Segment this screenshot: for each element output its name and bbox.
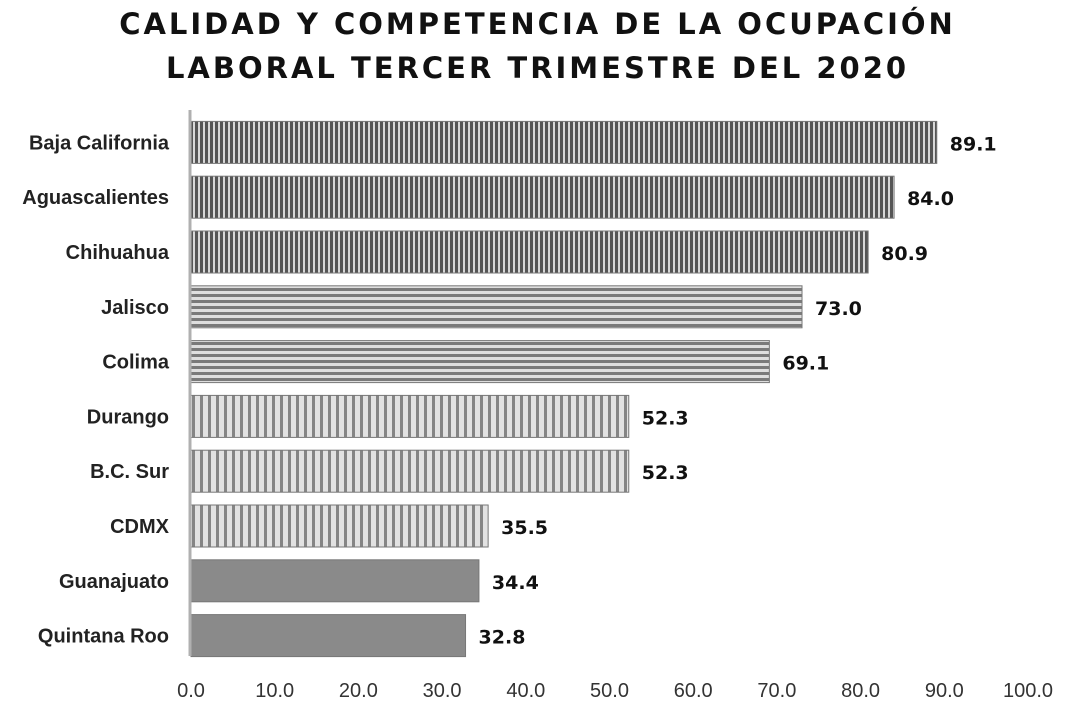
x-tick-label-6: 60.0: [674, 680, 713, 702]
category-labels: Baja California Aguascalientes Chihuahua Ja…: [22, 132, 170, 647]
value-label-3: 73.0: [815, 298, 862, 320]
x-tick-label-4: 40.0: [506, 680, 545, 702]
value-label-9: 32.8: [479, 627, 526, 649]
value-label-5: 52.3: [642, 407, 689, 429]
chart-title-line-1: CALIDAD Y COMPETENCIA DE LA OCUPACIÓN: [119, 7, 956, 41]
bar-8: [190, 559, 480, 603]
value-label-4: 69.1: [782, 353, 829, 375]
bar-7: [190, 504, 489, 548]
bar-9: [190, 614, 467, 658]
value-label-1: 84.0: [907, 188, 954, 210]
value-label-0: 89.1: [950, 133, 997, 155]
bar-2: [190, 230, 869, 274]
x-tick-label-1: 10.0: [255, 680, 294, 702]
category-label-1: Aguascalientes: [22, 187, 169, 209]
chart-title: CALIDAD Y COMPETENCIA DE LA OCUPACIÓN LA…: [0, 2, 1075, 90]
x-tick-label-3: 30.0: [423, 680, 462, 702]
x-tick-label-5: 50.0: [590, 680, 629, 702]
category-label-8: Guanajuato: [59, 571, 169, 593]
x-tick-label-7: 70.0: [757, 680, 796, 702]
x-axis-ticks: 0.0 10.0 20.0 30.0 40.0 50.0 60.0 70.0 80.0 90.0 1…: [177, 680, 1053, 702]
x-tick-label-2: 20.0: [339, 680, 378, 702]
x-tick-label-10: 100.0: [1003, 680, 1053, 702]
category-label-7: CDMX: [110, 516, 170, 538]
category-label-0: Baja California: [29, 132, 170, 154]
x-tick-label-0: 0.0: [177, 680, 205, 702]
value-label-2: 80.9: [881, 243, 928, 265]
x-tick-label-9: 90.0: [925, 680, 964, 702]
category-label-5: Durango: [87, 406, 169, 428]
bar-4: [190, 340, 770, 384]
category-label-3: Jalisco: [101, 297, 169, 319]
category-label-9: Quintana Roo: [38, 626, 169, 648]
value-label-8: 34.4: [492, 572, 539, 594]
value-label-6: 52.3: [642, 462, 689, 484]
category-label-2: Chihuahua: [66, 242, 170, 264]
bar-5: [190, 394, 630, 438]
bar-0: [190, 120, 938, 164]
x-tick-label-8: 80.0: [841, 680, 880, 702]
chart-title-line-2: LABORAL TERCER TRIMESTRE DEL 2020: [165, 51, 910, 85]
category-label-6: B.C. Sur: [90, 461, 169, 483]
bar-3: [190, 285, 803, 329]
category-label-4: Colima: [102, 352, 170, 374]
bars-group: [190, 120, 938, 658]
bar-6: [190, 449, 630, 493]
value-labels: 89.1 84.0 80.9 73.0 69.1 52.3 52.3 35.5 34.4 32.8: [479, 133, 997, 648]
value-label-7: 35.5: [501, 517, 548, 539]
bar-1: [190, 175, 895, 219]
